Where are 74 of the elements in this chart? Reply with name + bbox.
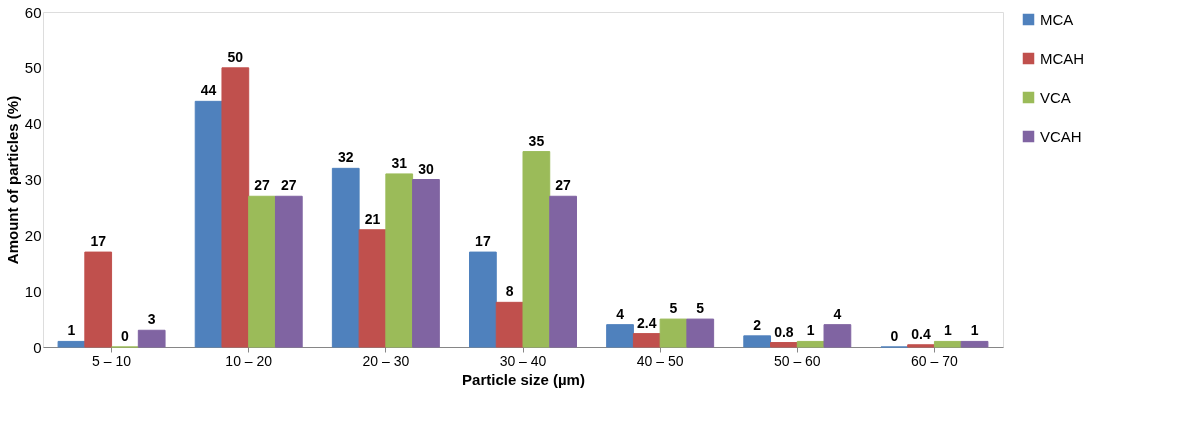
bar	[659, 318, 688, 348]
legend-label: VCAH	[1040, 127, 1082, 145]
y-tick-label: 50	[24, 59, 42, 77]
data-label: 8	[505, 283, 514, 300]
y-tick-label: 30	[24, 171, 42, 188]
data-label: 1	[806, 322, 815, 339]
data-label: 3	[147, 311, 156, 328]
data-label: 30	[418, 160, 434, 177]
data-label: 4	[616, 305, 625, 322]
bar	[194, 100, 223, 348]
y-tick-label: 0	[33, 338, 42, 356]
data-label: 1	[970, 322, 979, 339]
y-axis-title: Amount of particles (%)	[3, 95, 21, 265]
data-label: 1	[67, 322, 76, 339]
legend-label: VCA	[1040, 88, 1071, 106]
data-label: 0.4	[911, 325, 931, 342]
bar	[274, 195, 303, 348]
data-label: 2	[753, 316, 762, 333]
data-label: 27	[555, 177, 572, 194]
data-label: 5	[669, 300, 678, 317]
data-label: 0.8	[774, 323, 794, 340]
bar	[606, 324, 634, 348]
bar	[358, 229, 387, 348]
y-tick-label: 60	[24, 3, 42, 21]
y-tick-label: 10	[24, 282, 42, 300]
bar	[57, 340, 86, 348]
x-tick-label: 5 – 10	[92, 352, 132, 369]
x-tick-label: 50 – 60	[773, 352, 821, 369]
x-tick-label: 10 – 20	[225, 352, 273, 369]
data-label: 35	[528, 132, 545, 149]
bar	[823, 324, 852, 348]
bar	[412, 179, 440, 348]
data-label: 1	[943, 322, 952, 339]
bar	[907, 344, 935, 348]
data-label: 27	[254, 177, 271, 194]
bar	[137, 329, 166, 348]
bar	[248, 195, 276, 348]
data-label: 17	[90, 233, 107, 250]
bar	[495, 301, 524, 348]
data-label: 2.4	[637, 314, 657, 331]
x-tick-label: 60 – 70	[911, 352, 958, 369]
bar	[385, 173, 414, 348]
data-label: 0	[890, 328, 899, 344]
bar	[686, 318, 715, 348]
data-label: 17	[475, 233, 491, 250]
bar	[770, 342, 798, 348]
bar	[933, 340, 962, 348]
bar	[796, 340, 825, 348]
x-tick-label: 40 – 50	[636, 352, 684, 369]
x-axis-title: Particle size (µm)	[462, 370, 585, 388]
x-tick-label: 20 – 30	[362, 352, 410, 369]
data-label: 21	[364, 210, 381, 227]
data-label: 44	[200, 82, 217, 99]
data-label: 31	[391, 154, 408, 171]
bar	[743, 335, 772, 348]
bar	[632, 333, 661, 348]
data-label: 0	[121, 328, 130, 344]
legend-label: MCAH	[1040, 49, 1085, 67]
y-tick-label: 40	[24, 115, 42, 133]
data-label: 27	[281, 177, 297, 194]
y-tick-label: 20	[24, 226, 42, 244]
data-label: 32	[337, 149, 354, 166]
legend-label: MCA	[1040, 10, 1074, 28]
x-tick-label: 30 – 40	[499, 352, 547, 369]
bar	[331, 167, 360, 348]
bar	[469, 251, 497, 348]
data-label: 4	[833, 305, 842, 322]
bar	[549, 195, 577, 348]
bar	[960, 340, 989, 348]
bar	[84, 251, 113, 348]
data-label: 5	[696, 300, 705, 317]
data-label: 50	[227, 48, 244, 65]
bar	[522, 151, 551, 348]
bar	[221, 67, 250, 348]
